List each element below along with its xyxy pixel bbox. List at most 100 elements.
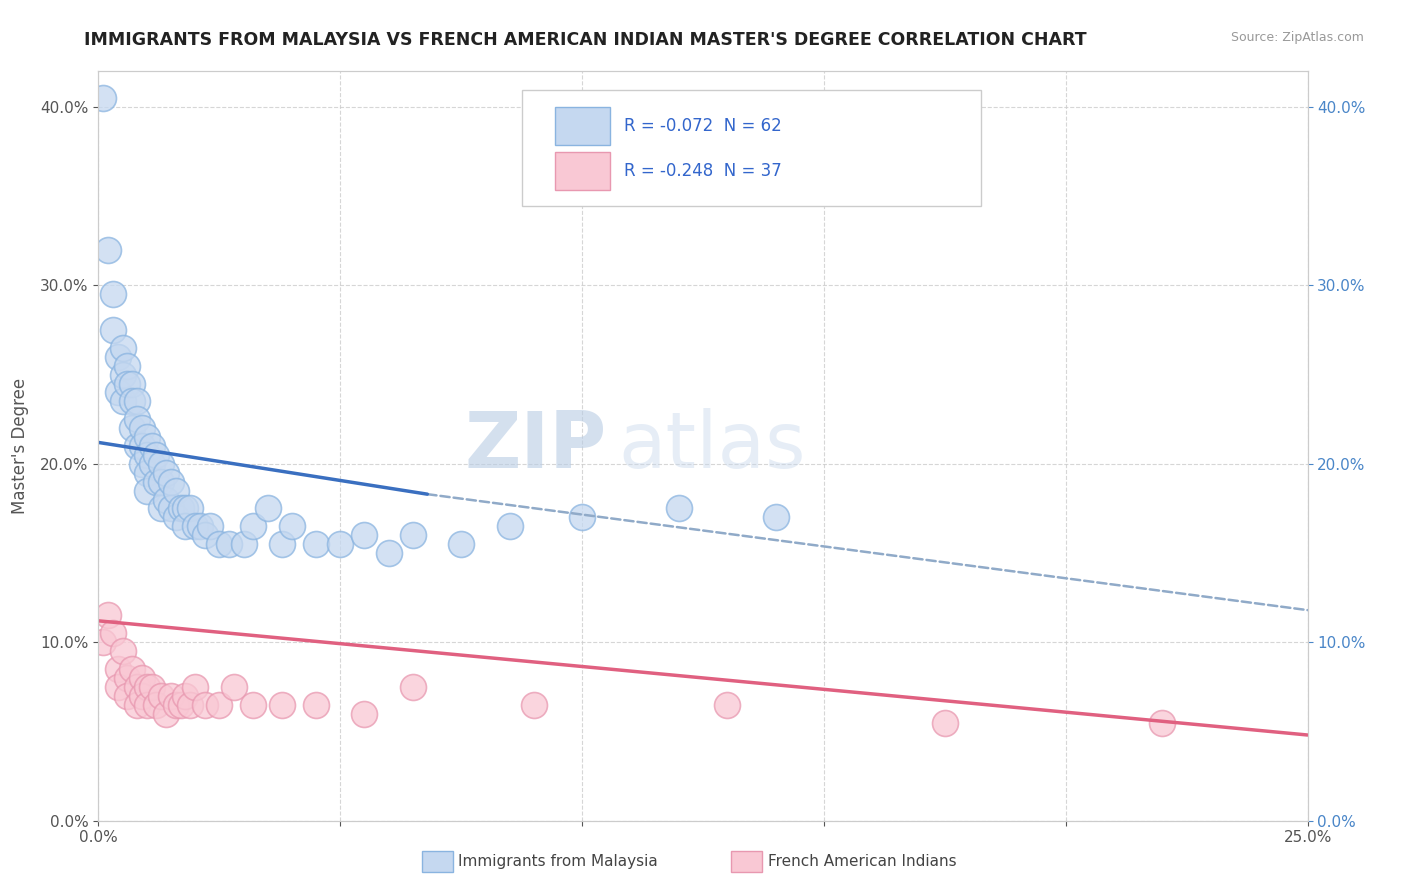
Y-axis label: Master's Degree: Master's Degree	[11, 378, 30, 514]
Point	[135, 698, 157, 712]
Point	[174, 501, 197, 516]
Point	[169, 698, 191, 712]
Point	[145, 475, 167, 489]
Point	[121, 421, 143, 435]
Text: Immigrants from Malaysia: Immigrants from Malaysia	[458, 855, 658, 869]
Point	[165, 483, 187, 498]
Point	[131, 689, 153, 703]
Text: French American Indians: French American Indians	[768, 855, 956, 869]
Point	[281, 519, 304, 533]
Point	[111, 341, 134, 355]
Point	[131, 671, 153, 685]
Text: ZIP: ZIP	[464, 408, 606, 484]
Point	[97, 608, 120, 623]
Point	[131, 457, 153, 471]
Point	[127, 439, 149, 453]
Point	[111, 644, 134, 658]
Point	[1152, 715, 1174, 730]
Point	[402, 528, 425, 542]
Point	[450, 537, 472, 551]
Point	[498, 519, 520, 533]
Text: Source: ZipAtlas.com: Source: ZipAtlas.com	[1230, 31, 1364, 45]
Point	[174, 689, 197, 703]
Point	[117, 359, 139, 373]
Point	[141, 680, 163, 694]
Point	[155, 706, 177, 721]
Point	[353, 528, 375, 542]
Point	[91, 635, 114, 649]
Point	[145, 698, 167, 712]
Point	[174, 519, 197, 533]
Point	[131, 421, 153, 435]
Point	[127, 680, 149, 694]
Point	[305, 698, 328, 712]
Point	[117, 689, 139, 703]
Point	[160, 475, 183, 489]
Point	[135, 680, 157, 694]
Point	[101, 323, 124, 337]
Point	[127, 394, 149, 409]
Point	[107, 385, 129, 400]
Point	[402, 680, 425, 694]
Point	[121, 394, 143, 409]
Point	[179, 698, 201, 712]
Point	[107, 680, 129, 694]
Text: R = -0.248  N = 37: R = -0.248 N = 37	[624, 162, 782, 180]
Point	[150, 689, 173, 703]
Point	[242, 519, 264, 533]
Point	[184, 519, 207, 533]
Point	[101, 287, 124, 301]
Point	[208, 698, 231, 712]
Point	[111, 394, 134, 409]
Point	[135, 483, 157, 498]
Point	[117, 376, 139, 391]
Point	[377, 546, 399, 560]
Point	[107, 350, 129, 364]
Point	[155, 466, 177, 480]
Point	[188, 519, 211, 533]
Point	[135, 466, 157, 480]
Point	[256, 501, 278, 516]
Point	[160, 501, 183, 516]
FancyBboxPatch shape	[522, 90, 981, 206]
Point	[169, 501, 191, 516]
Point	[179, 501, 201, 516]
Bar	[555, 153, 610, 190]
Point	[107, 662, 129, 676]
Point	[131, 439, 153, 453]
Point	[765, 510, 787, 524]
Point	[150, 475, 173, 489]
Point	[242, 698, 264, 712]
Text: IMMIGRANTS FROM MALAYSIA VS FRENCH AMERICAN INDIAN MASTER'S DEGREE CORRELATION C: IMMIGRANTS FROM MALAYSIA VS FRENCH AMERI…	[84, 31, 1087, 49]
Point	[165, 510, 187, 524]
Point	[716, 698, 738, 712]
Point	[127, 412, 149, 426]
Bar	[555, 107, 610, 145]
Point	[111, 368, 134, 382]
Point	[141, 457, 163, 471]
Point	[271, 698, 294, 712]
Point	[117, 671, 139, 685]
Point	[353, 706, 375, 721]
Point	[198, 519, 221, 533]
Point	[141, 439, 163, 453]
Point	[121, 662, 143, 676]
Point	[194, 698, 217, 712]
Point	[145, 448, 167, 462]
Point	[329, 537, 352, 551]
Point	[571, 510, 593, 524]
Point	[101, 626, 124, 640]
Point	[91, 91, 114, 105]
Point	[218, 537, 240, 551]
Point	[668, 501, 690, 516]
Point	[271, 537, 294, 551]
Point	[184, 680, 207, 694]
Point	[97, 243, 120, 257]
Point	[305, 537, 328, 551]
Point	[135, 430, 157, 444]
Point	[222, 680, 245, 694]
Point	[121, 376, 143, 391]
Point	[208, 537, 231, 551]
Text: R = -0.072  N = 62: R = -0.072 N = 62	[624, 117, 782, 135]
Point	[135, 448, 157, 462]
